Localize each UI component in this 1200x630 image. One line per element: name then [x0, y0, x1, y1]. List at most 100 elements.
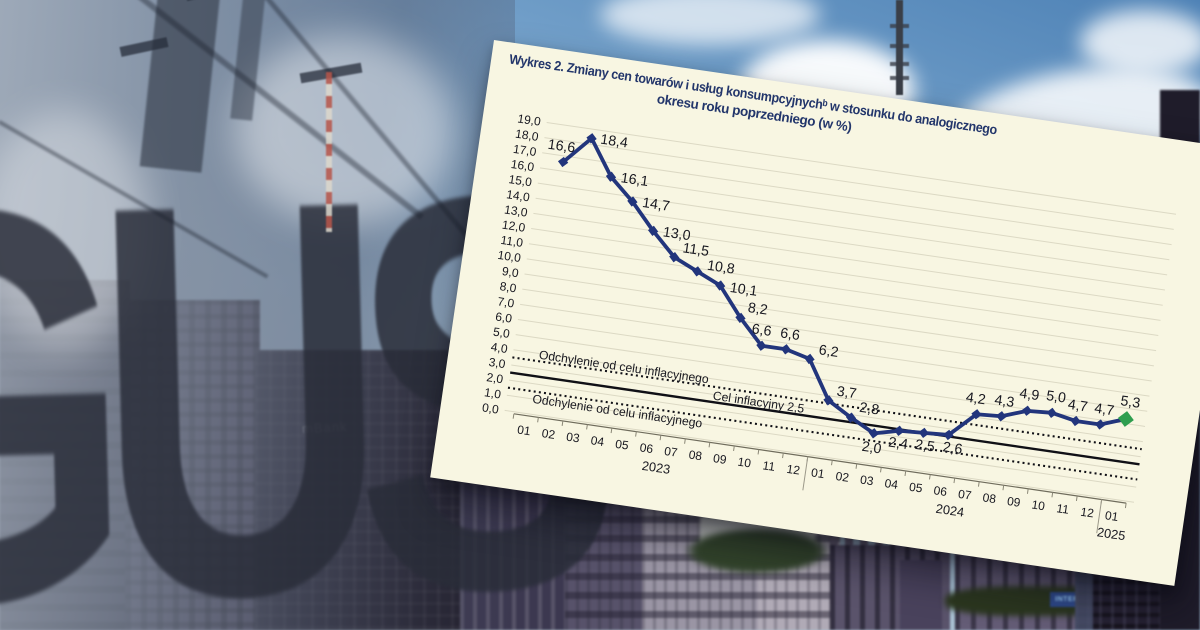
last-point-marker: [1117, 411, 1134, 427]
gridline: [546, 121, 1177, 215]
ytick-label: 3,0: [488, 355, 507, 371]
point-label: 14,7: [641, 195, 671, 215]
ytick-label: 15,0: [508, 172, 533, 189]
point-label: 2,0: [861, 439, 883, 458]
axis-tick: [537, 417, 539, 423]
point-marker: [605, 171, 617, 182]
point-label: 10,8: [706, 258, 736, 278]
gridline: [531, 228, 1161, 321]
month-label: 10: [737, 455, 753, 471]
point-label: 2,6: [942, 439, 964, 458]
point-marker: [780, 344, 792, 355]
antenna: [890, 62, 909, 66]
month-label: 11: [1056, 501, 1071, 517]
month-label: 08: [688, 448, 704, 464]
point-marker: [557, 156, 569, 168]
month-label: 05: [908, 480, 924, 496]
gridline: [526, 258, 1157, 352]
axis-tick: [977, 481, 980, 487]
point-marker: [715, 280, 726, 291]
point-marker: [804, 353, 815, 365]
cloud: [1080, 10, 1200, 75]
stone-building: [900, 560, 942, 630]
point-marker: [1021, 405, 1033, 416]
reference-line: [507, 386, 1138, 481]
gridline: [506, 394, 1137, 488]
gridline: [508, 379, 1139, 473]
point-marker: [823, 395, 834, 406]
ytick-label: 13,0: [503, 202, 528, 219]
point-label: 5,0: [1045, 388, 1067, 407]
axis-tick: [512, 413, 515, 419]
gridline: [522, 288, 1152, 382]
month-label: 04: [884, 476, 900, 492]
x-axis: [512, 413, 1127, 534]
point-marker: [756, 340, 767, 351]
ytick-label: 6,0: [494, 309, 513, 325]
point-marker: [586, 133, 597, 144]
point-label: 2,5: [914, 437, 936, 456]
axis-tick: [1002, 485, 1005, 491]
point-label: 4,7: [1067, 397, 1089, 416]
ytick-label: 12,0: [501, 218, 526, 235]
month-label: 02: [541, 426, 557, 442]
point-marker: [845, 412, 857, 423]
month-label: 04: [590, 433, 606, 449]
gridline: [517, 318, 1148, 412]
ytick-label: 10,0: [497, 248, 522, 265]
month-label: 01: [516, 423, 532, 439]
axis-tick: [561, 420, 564, 426]
point-label: 8,2: [747, 300, 769, 319]
point-marker: [996, 411, 1007, 422]
reference-line: [509, 371, 1140, 466]
glass-glare: [0, 110, 150, 350]
gridline: [511, 364, 1141, 458]
axis-tick: [1026, 488, 1029, 494]
point-label: 4,3: [993, 392, 1015, 411]
month-label: 12: [786, 462, 802, 478]
point-label: 3,7: [836, 384, 858, 403]
point-label: 11,5: [682, 240, 711, 260]
point-marker: [647, 225, 659, 237]
ytick-label: 18,0: [514, 127, 539, 144]
axis-tick: [831, 460, 833, 466]
year-separator: [1096, 499, 1103, 534]
month-label: 07: [957, 487, 973, 503]
x-axis-labels: 01 02 03 04 05 06 07 08 09 10 11 12 01 02 03 04 05 06 07 08…: [516, 423, 1126, 544]
radio-mast-icon: [890, 0, 909, 95]
month-label: 12: [1080, 505, 1096, 521]
axis-tick: [757, 449, 760, 455]
ytick-label: 1,0: [483, 385, 502, 401]
axis-tick: [586, 424, 588, 430]
gridline: [535, 197, 1166, 291]
point-label: 10,1: [729, 280, 759, 300]
ytick-label: 11,0: [500, 233, 525, 250]
antenna: [890, 44, 909, 48]
point-marker: [1094, 419, 1106, 430]
point-label: 2,8: [858, 400, 880, 419]
point-label: 4,7: [1093, 401, 1115, 420]
point-label: 6,6: [779, 325, 801, 344]
axis-tick: [1124, 503, 1127, 509]
ytick-label: 14,0: [506, 187, 531, 204]
axis-tick: [708, 442, 711, 448]
axis-tick: [733, 445, 735, 451]
gridline: [544, 137, 1174, 230]
ytick-label: 7,0: [497, 294, 516, 310]
month-label: 09: [712, 451, 728, 467]
ytick-label: 9,0: [501, 264, 520, 280]
month-label: 11: [762, 458, 777, 474]
point-label: 4,2: [965, 390, 987, 409]
point-label: 2,4: [887, 434, 909, 453]
gridline: [520, 303, 1150, 397]
axis-tick: [610, 428, 613, 434]
ytick-label: 16,0: [510, 157, 535, 174]
gridline: [524, 273, 1154, 367]
month-label: 01: [1104, 508, 1120, 524]
point-label: 16,6: [547, 137, 577, 157]
axis-tick: [1075, 495, 1078, 501]
point-marker: [893, 425, 905, 436]
month-label: 05: [614, 437, 630, 453]
